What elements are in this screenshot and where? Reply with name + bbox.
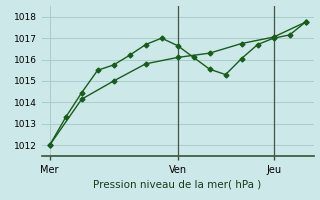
X-axis label: Pression niveau de la mer( hPa ): Pression niveau de la mer( hPa ) [93, 179, 262, 189]
